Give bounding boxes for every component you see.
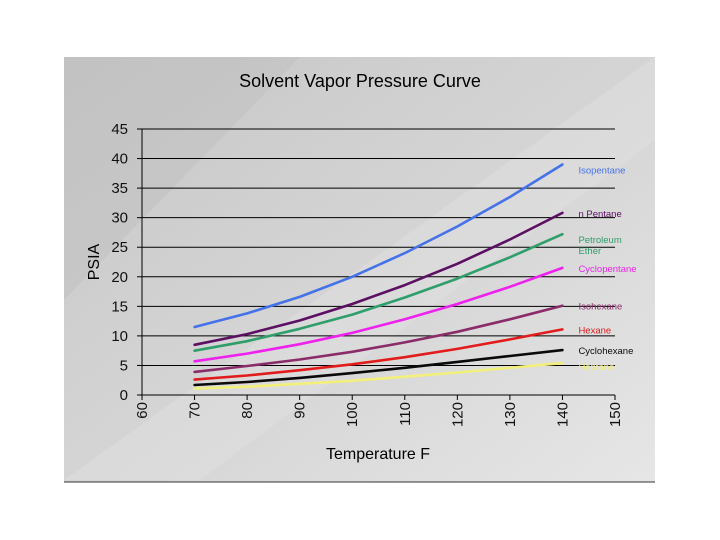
y-tick-label: 10 [111, 328, 128, 345]
legend-label-line: Ether [578, 246, 601, 257]
x-tick-label: 130 [502, 402, 519, 427]
x-axis-title: Temperature F [326, 446, 430, 463]
x-tick-label: 140 [554, 402, 571, 427]
series-line [193, 163, 564, 329]
series-line [193, 361, 564, 390]
y-tick-label: 25 [111, 239, 128, 256]
series-line [193, 232, 564, 353]
series-line [193, 266, 564, 363]
legend-label: Heptane [578, 362, 614, 373]
y-tick-label: 0 [120, 387, 128, 404]
legend-label: Cyclohexane [578, 346, 633, 357]
y-tick-label: 30 [111, 210, 128, 227]
series-line [193, 328, 564, 381]
legend-label-line: Petroleum [578, 235, 621, 246]
x-tick-label: 70 [187, 402, 204, 419]
x-tick-label: 100 [344, 402, 361, 427]
axes [137, 128, 616, 400]
series-lines [193, 163, 564, 390]
y-tick-label: 40 [111, 151, 128, 168]
x-tick-label: 110 [397, 402, 414, 426]
y-tick-label: 45 [111, 121, 128, 138]
chart-title: Solvent Vapor Pressure Curve [239, 71, 481, 91]
legend-label: n Pentane [578, 209, 621, 220]
y-tick-label: 5 [120, 357, 128, 374]
y-tick-labels: 0 5 10 15 20 25 30 35 40 45 [111, 121, 128, 404]
x-tick-label: 120 [449, 402, 466, 427]
x-tick-label: 60 [134, 402, 151, 419]
series-line [193, 304, 564, 374]
legend-label: Hexane [578, 325, 611, 336]
legend-label: Isopentane [578, 165, 625, 176]
y-tick-label: 15 [111, 298, 128, 315]
x-tick-label: 150 [607, 402, 624, 427]
series-line [193, 211, 564, 347]
x-tick-label: 90 [292, 402, 309, 419]
x-tick-labels: 60 70 80 90 100 110 120 130 140 150 [134, 402, 624, 427]
y-tick-label: 35 [111, 180, 128, 197]
legend-label: Petroleum Ether [578, 235, 621, 257]
series-line [193, 348, 564, 387]
legend-label: Cyclopentane [578, 264, 636, 275]
legend: Isopentane n Pentane Petroleum Ether Cyclope… [578, 165, 636, 373]
x-tick-label: 80 [239, 402, 256, 419]
y-tick-label: 20 [111, 269, 128, 286]
y-axis-title: PSIA [86, 243, 103, 280]
background-shading-band [64, 57, 300, 300]
background-shading-band [64, 57, 655, 480]
legend-label: Isohexane [578, 302, 622, 313]
